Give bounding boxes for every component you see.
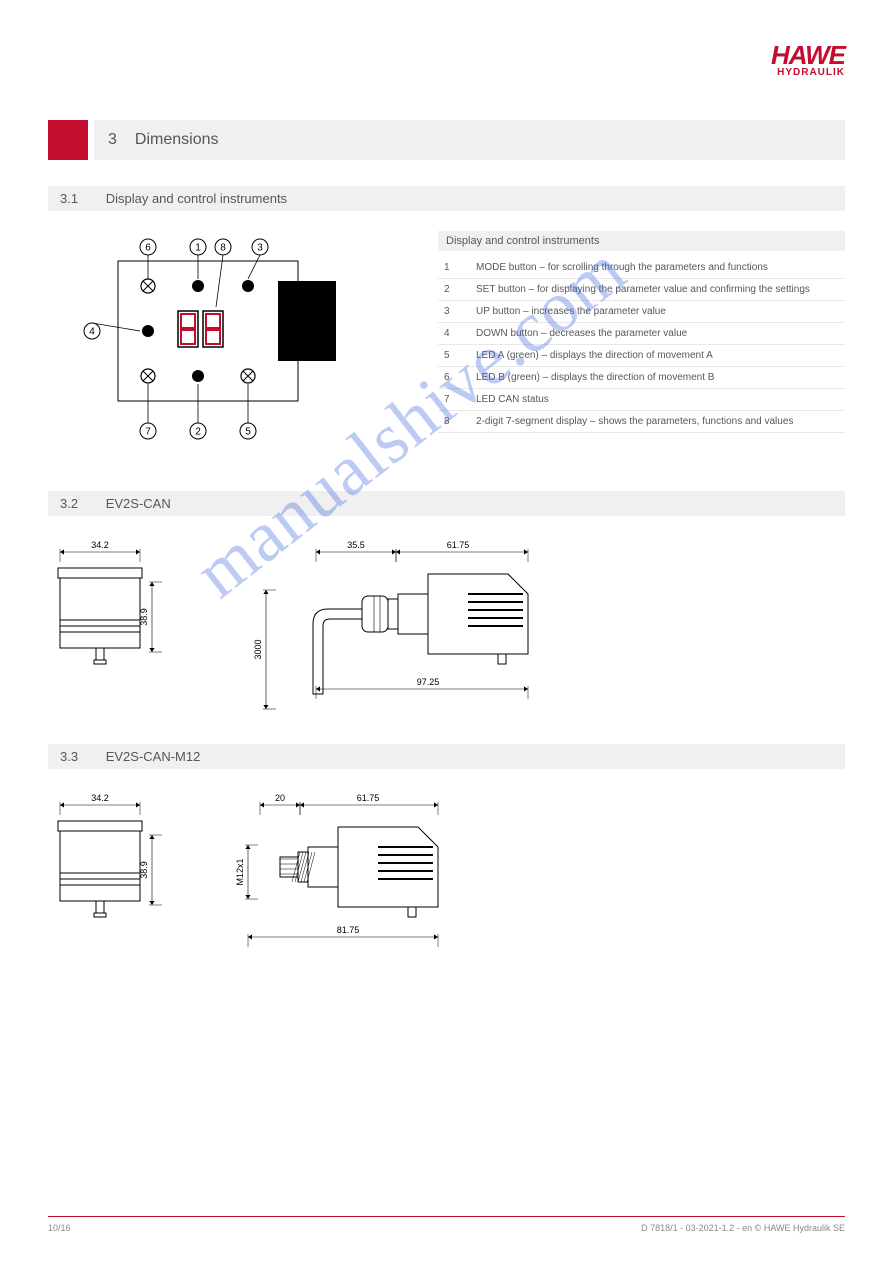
legend-table: 1MODE button – for scrolling through the… xyxy=(438,257,845,433)
component-diagram: 6 1 8 3 4 7 2 5 xyxy=(48,231,408,451)
section-number: 3 xyxy=(108,131,117,149)
svg-text:2: 2 xyxy=(195,427,201,438)
legend-idx: 4 xyxy=(438,323,470,345)
legend-idx: 6 xyxy=(438,367,470,389)
svg-text:3: 3 xyxy=(257,243,263,254)
section-header: 3 Dimensions xyxy=(48,120,845,160)
svg-text:M12x1: M12x1 xyxy=(235,858,245,885)
legend-row: 5LED A (green) – displays the direction … xyxy=(438,345,845,367)
svg-text:38.9: 38.9 xyxy=(139,861,149,879)
legend-text: 2-digit 7-segment display – shows the pa… xyxy=(470,411,845,433)
svg-text:6: 6 xyxy=(145,243,151,254)
legend-text: SET button – for displaying the paramete… xyxy=(470,279,845,301)
svg-text:97.25: 97.25 xyxy=(417,677,440,687)
svg-text:35.5: 35.5 xyxy=(347,540,365,550)
subsection-title: Display and control instruments xyxy=(106,191,287,206)
legend-row: 2SET button – for displaying the paramet… xyxy=(438,279,845,301)
svg-text:61.75: 61.75 xyxy=(447,540,470,550)
legend-idx: 1 xyxy=(438,257,470,279)
legend-idx: 8 xyxy=(438,411,470,433)
subsection-3-1: 3.1 Display and control instruments xyxy=(48,186,845,211)
drawing-ev2s-can: 34.2 38.9 3000 35.5 61.75 97.25 xyxy=(48,534,845,714)
drawing-ev2s-can-svg: 34.2 38.9 3000 35.5 61.75 97.25 xyxy=(48,534,648,714)
legend-text: MODE button – for scrolling through the … xyxy=(470,257,845,279)
drawing-ev2s-can-m12: 34.2 38.9 20 61.75 M12x1 81.75 xyxy=(48,787,845,957)
svg-text:3000: 3000 xyxy=(253,639,263,659)
svg-text:7: 7 xyxy=(145,427,151,438)
brand-name: HAWE xyxy=(771,44,845,67)
section-title-bar: 3 Dimensions xyxy=(94,120,845,160)
legend-text: LED B (green) – displays the direction o… xyxy=(470,367,845,389)
legend-text: LED CAN status xyxy=(470,389,845,411)
section-title: Dimensions xyxy=(135,131,219,149)
legend-row: 7LED CAN status xyxy=(438,389,845,411)
footer-page-num: 10/16 xyxy=(48,1223,71,1233)
page-footer: 10/16 D 7818/1 - 03-2021-1.2 - en © HAWE… xyxy=(48,1216,845,1233)
subsection-number: 3.1 xyxy=(60,191,78,206)
legend-row: 1MODE button – for scrolling through the… xyxy=(438,257,845,279)
section-marker xyxy=(48,120,88,160)
svg-text:61.75: 61.75 xyxy=(357,793,380,803)
svg-text:5: 5 xyxy=(245,427,251,438)
legend-idx: 3 xyxy=(438,301,470,323)
svg-text:34.2: 34.2 xyxy=(91,793,109,803)
subsection-number: 3.3 xyxy=(60,749,78,764)
legend-row: 4DOWN button – decreases the parameter v… xyxy=(438,323,845,345)
svg-text:4: 4 xyxy=(89,327,95,338)
legend-row: 6LED B (green) – displays the direction … xyxy=(438,367,845,389)
legend-text: UP button – increases the parameter valu… xyxy=(470,301,845,323)
subsection-3-3: 3.3 EV2S-CAN-M12 xyxy=(48,744,845,769)
brand-logo: HAWE HYDRAULIK xyxy=(771,44,845,78)
legend-idx: 2 xyxy=(438,279,470,301)
subsection-number: 3.2 xyxy=(60,496,78,511)
footer-doc-info: D 7818/1 - 03-2021-1.2 - en © HAWE Hydra… xyxy=(641,1223,845,1233)
brand-sub: HYDRAULIK xyxy=(771,67,845,78)
legend-idx: 5 xyxy=(438,345,470,367)
legend-idx: 7 xyxy=(438,389,470,411)
svg-text:1: 1 xyxy=(195,243,201,254)
subsection-title: EV2S-CAN-M12 xyxy=(106,749,201,764)
svg-text:81.75: 81.75 xyxy=(337,925,360,935)
component-svg: 6 1 8 3 4 7 2 5 xyxy=(48,231,338,451)
legend-title: Display and control instruments xyxy=(438,231,845,251)
legend-text: DOWN button – decreases the parameter va… xyxy=(470,323,845,345)
legend-row: 82-digit 7-segment display – shows the p… xyxy=(438,411,845,433)
svg-text:8: 8 xyxy=(220,243,226,254)
subsection-3-2: 3.2 EV2S-CAN xyxy=(48,491,845,516)
legend-row: 3UP button – increases the parameter val… xyxy=(438,301,845,323)
legend-text: LED A (green) – displays the direction o… xyxy=(470,345,845,367)
svg-text:20: 20 xyxy=(275,793,285,803)
drawing-ev2s-can-m12-svg: 34.2 38.9 20 61.75 M12x1 81.75 xyxy=(48,787,548,957)
svg-text:34.2: 34.2 xyxy=(91,540,109,550)
svg-text:38.9: 38.9 xyxy=(139,608,149,626)
subsection-title: EV2S-CAN xyxy=(106,496,171,511)
